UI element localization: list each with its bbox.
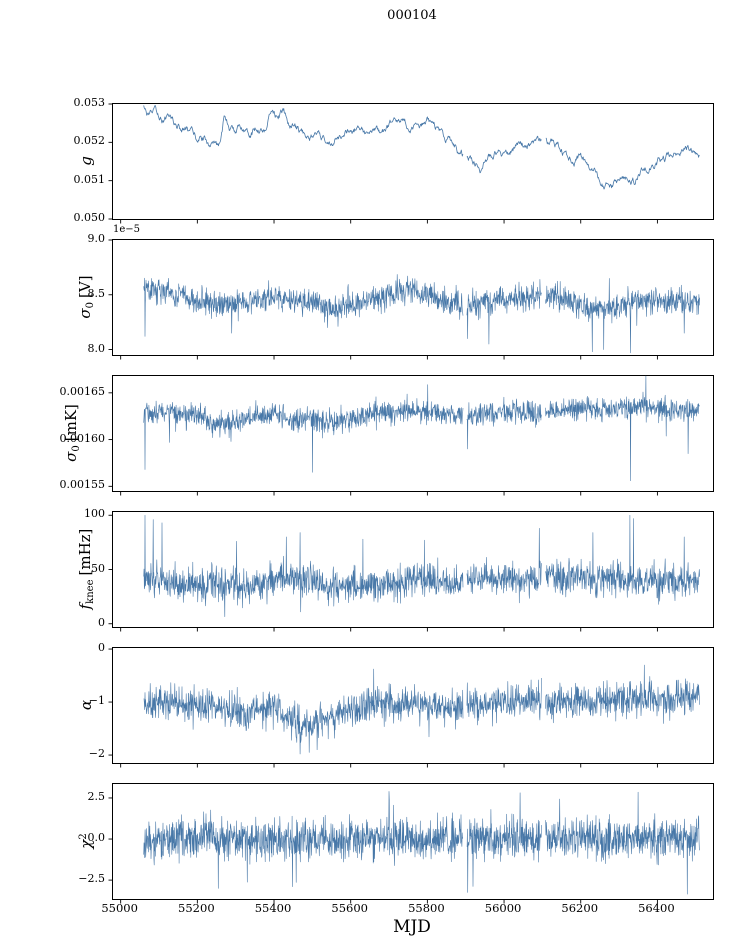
x-tick-label: 55200 [178,901,215,915]
y-axis-label-part: 0 [71,444,82,452]
y-axis-label-part: σ [62,451,80,462]
y-tick-label: 8.0 [87,341,106,355]
y-tick-label: 0.050 [73,211,106,224]
x-tick-label: 56200 [561,901,599,915]
plot-area-f_knee [108,511,714,632]
x-tick-labels: 55000 55200 55400 55600 55800 56000 56200 56400 [0,901,741,917]
panel-f_knee: fknee[mHz] 0 50 100 [0,507,741,632]
y-tick-label: −2.5 [78,872,105,886]
panels-container: g 0.050 0.051 0.052 0.053 σ0[V] 1e−5 8.0 8.5 9.0 σ… [0,96,741,904]
data-series-sigma0_mK [143,375,700,482]
data-series-chi2 [143,791,700,895]
plot-area-sigma0_mK [108,375,714,496]
x-tick-label: 55400 [254,901,292,915]
x-tick-label: 55800 [408,901,445,915]
y-tick-label: 0.00160 [59,431,106,445]
x-tick-label: 56000 [484,901,522,915]
x-tick-label: 55600 [331,901,368,915]
y-tick-label: 0.052 [73,134,106,148]
plot-area-sigma0_V [108,239,714,360]
plot-area-g [108,103,714,224]
y-axis-label-part: knee [85,579,96,604]
panel-g: g 0.050 0.051 0.052 0.053 [0,96,741,224]
x-tick-label: 55000 [101,901,138,915]
y-tick-label: 0.00155 [59,478,106,492]
y-tick-label: 0.00165 [59,384,106,398]
y-axis-label-part: 0 [85,301,96,308]
y-tick-label: 50 [91,561,105,575]
y-tick-label: −2 [88,747,105,761]
data-series-sigma0_V [143,274,700,354]
x-tick-label: 56400 [638,901,675,915]
figure-title: 000104 [387,8,437,23]
y-axis-label-part: σ [76,307,94,319]
panel-chi2: χ2 2.5 0.0 −2.5 [0,783,741,904]
data-series-g [143,105,700,190]
plot-area-alpha [108,647,714,768]
y-tick-label: 8.5 [87,286,106,300]
y-tick-label: 0.0 [87,831,106,845]
plot-area-chi2 [108,783,714,904]
y-axis-label-g: g [77,156,95,166]
data-series-f_knee [143,514,700,617]
y-tick-label: 0.051 [73,172,106,186]
y-tick-label: 0 [98,615,105,629]
y-axis-label-part: g [77,155,95,166]
y-tick-label: −1 [88,694,105,708]
data-series-alpha [143,664,700,755]
panel-alpha: α 0 −1 −2 [0,641,741,768]
panel-sigma0_V: σ0[V] 1e−5 8.0 8.5 9.0 [0,224,741,360]
panel-sigma0_mK: σ0[mK] 0.00155 0.00160 0.00165 [0,375,741,496]
y-tick-label: 0.053 [73,96,106,109]
y-tick-label: 2.5 [87,789,106,803]
y-tick-label: 100 [84,507,105,521]
y-tick-label: 0 [98,641,105,655]
x-axis-label: MJD [393,917,431,937]
y-axis-offset-text: 1e−5 [113,224,141,235]
y-axis-label-part: f [76,603,94,609]
y-tick-label: 9.0 [87,232,106,245]
